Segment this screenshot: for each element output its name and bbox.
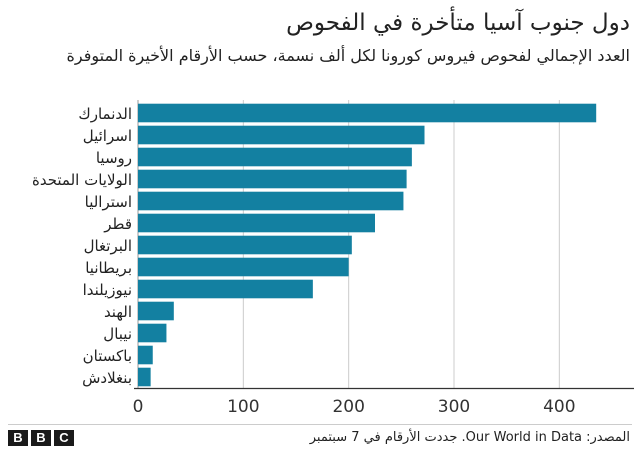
chart-title: دول جنوب آسيا متأخرة في الفحوص xyxy=(286,10,630,36)
category-label: بنغلادش xyxy=(82,369,132,387)
bar xyxy=(138,323,167,343)
x-tick-label: 300 xyxy=(438,397,470,417)
bar xyxy=(138,235,352,255)
category-label: اسرائيل xyxy=(83,127,132,145)
category-label: استراليا xyxy=(85,193,132,211)
x-tick-label: 100 xyxy=(227,397,259,417)
bar xyxy=(138,257,349,277)
bbc-logo-letter: C xyxy=(54,430,74,446)
category-label: البرتغال xyxy=(84,237,132,255)
bar xyxy=(138,367,151,387)
bar xyxy=(138,345,153,365)
bar xyxy=(138,213,375,233)
category-label: باكستان xyxy=(83,347,132,365)
category-label: بريطانيا xyxy=(85,259,132,277)
bar xyxy=(138,125,425,145)
bbc-logo-letter: B xyxy=(31,430,51,446)
category-label: قطر xyxy=(103,215,132,233)
bar xyxy=(138,103,597,123)
category-label: الدنمارك xyxy=(78,105,132,123)
category-label: نيبال xyxy=(103,325,132,343)
bbc-logo-letter: B xyxy=(8,430,28,446)
x-tick-label: 200 xyxy=(332,397,364,417)
bar xyxy=(138,147,412,167)
bar xyxy=(138,301,174,321)
footer-divider xyxy=(8,424,632,425)
category-label: روسيا xyxy=(96,149,132,167)
source-note: المصدر: Our World in Data. جددت الأرقام … xyxy=(309,430,630,445)
x-tick-label: 400 xyxy=(543,397,575,417)
bar xyxy=(138,191,404,211)
category-label: الولايات المتحدة xyxy=(32,171,132,189)
bar xyxy=(138,169,407,189)
category-label: نيوزيلندا xyxy=(83,281,132,299)
chart-subtitle: العدد الإجمالي لفحوص فيروس كورونا لكل أل… xyxy=(66,46,631,65)
bbc-logo: B B C xyxy=(8,430,74,446)
bar xyxy=(138,279,313,299)
category-label: الهند xyxy=(104,303,132,321)
x-tick-label: 0 xyxy=(133,397,144,417)
